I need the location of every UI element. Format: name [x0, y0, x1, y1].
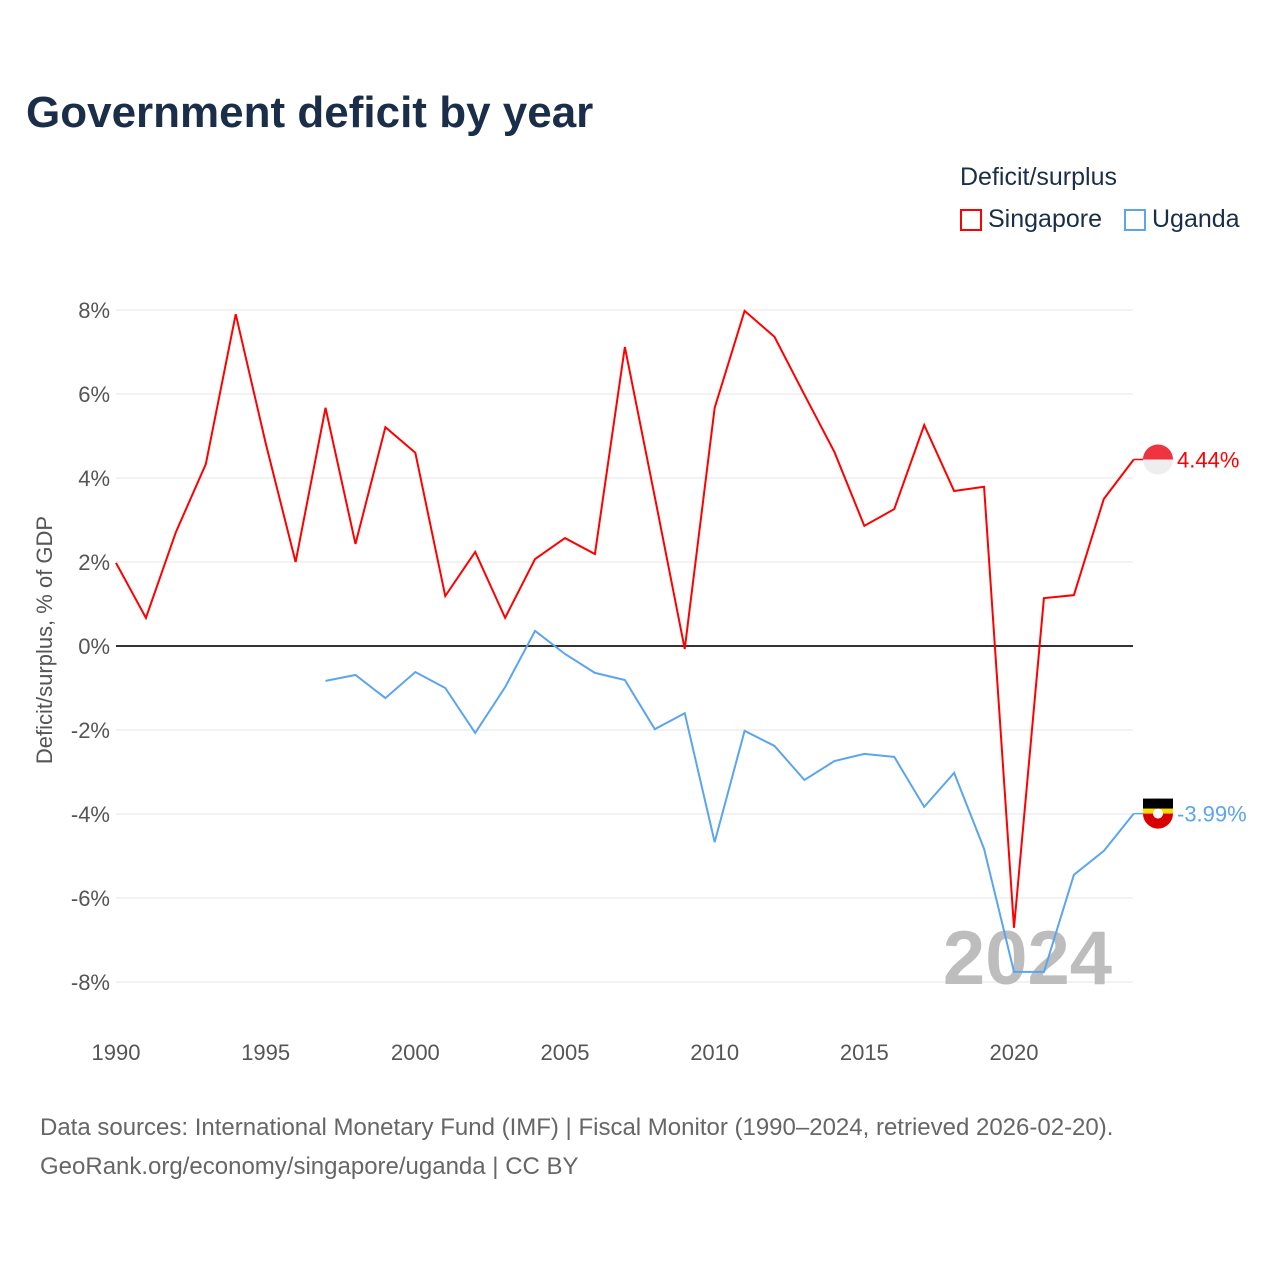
year-watermark: 2024: [943, 916, 1112, 1001]
series-line-singapore: [115, 309, 1135, 928]
line-chart: 8% 6% 4% 2% 0% -2% -4% -6% -8% 1990 1995 2000 2005 20…: [32, 298, 1247, 1065]
source-url: GeoRank.org/economy/singapore/uganda | C…: [40, 1153, 579, 1180]
y-tick-label: -4%: [71, 802, 110, 827]
legend-title: Deficit/surplus: [960, 163, 1117, 191]
y-tick-label: 8%: [78, 298, 110, 323]
y-tick-label: -6%: [71, 886, 110, 911]
legend-label: Uganda: [1152, 205, 1240, 233]
chart-title: Government deficit by year: [26, 88, 594, 137]
flag-stripe: [1143, 798, 1173, 809]
y-tick-label: 6%: [78, 382, 110, 407]
y-tick-label: -2%: [71, 718, 110, 743]
x-tick-label: 2020: [990, 1040, 1039, 1065]
x-tick-label: 1995: [241, 1040, 290, 1065]
series-line-uganda: [325, 629, 1135, 973]
legend-swatch: [960, 208, 982, 231]
flag-red-half: [1143, 444, 1173, 460]
end-value-label: 4.44%: [1177, 448, 1239, 473]
x-tick-label: 1990: [92, 1040, 141, 1065]
end-value-label: -3.99%: [1177, 802, 1247, 827]
legend-item-singapore[interactable]: Singapore: [960, 205, 1102, 234]
y-tick-label: 0%: [78, 634, 110, 659]
x-tick-label: 2010: [690, 1040, 739, 1065]
y-tick-label: -8%: [71, 970, 110, 995]
x-tick-label: 2005: [541, 1040, 590, 1065]
y-axis-label: Deficit/surplus, % of GDP: [32, 516, 57, 764]
y-tick-label: 4%: [78, 466, 110, 491]
x-tick-label: 2000: [391, 1040, 440, 1065]
x-tick-label: 2015: [840, 1040, 889, 1065]
source-line: Data sources: International Monetary Fun…: [40, 1114, 1114, 1141]
legend-label: Singapore: [988, 205, 1102, 233]
legend-swatch: [1124, 208, 1146, 231]
y-tick-label: 2%: [78, 550, 110, 575]
legend-item-uganda[interactable]: Uganda: [1124, 205, 1240, 234]
source-note: Data sources: International Monetary Fun…: [40, 1108, 1113, 1186]
flag-emblem: [1153, 808, 1163, 819]
